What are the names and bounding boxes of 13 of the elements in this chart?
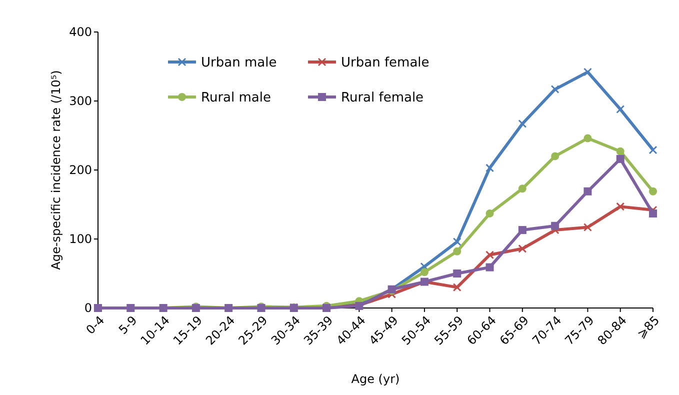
y-tick-label: 0: [84, 301, 92, 316]
y-tick-label: 200: [69, 163, 92, 178]
legend-label: Urban male: [201, 56, 277, 71]
legend-label: Rural male: [201, 90, 271, 106]
x-tick-label: 5-9: [116, 313, 140, 337]
x-axis-title: Age (yr): [351, 372, 400, 386]
x-tick-label: 0-4: [83, 313, 108, 337]
y-tick-label: 300: [69, 94, 92, 108]
y-axis-title: Age-specific incidence rate (/10⁵): [49, 70, 63, 270]
legend-label: Rural female: [341, 90, 424, 106]
y-tick-label: 100: [69, 232, 92, 246]
legend-label: Urban female: [341, 56, 430, 71]
y-tick-label: 400: [69, 25, 92, 40]
